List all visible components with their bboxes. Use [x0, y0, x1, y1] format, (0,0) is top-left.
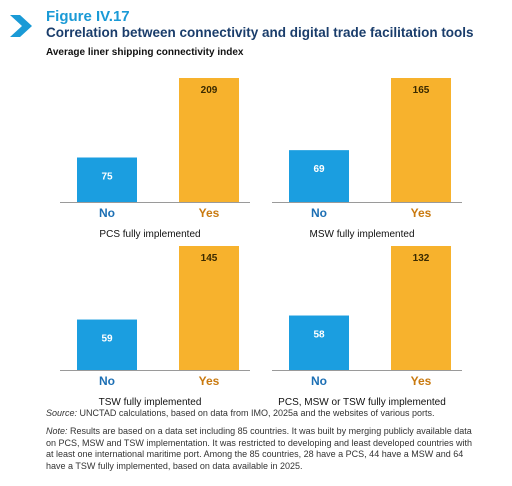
category-label-no: No [99, 374, 115, 388]
data-label-no: 59 [101, 334, 113, 345]
bar-yes [179, 246, 239, 370]
bar-chart-tsw: 59 145 [60, 246, 250, 371]
chart-panel-tsw: 59 145 No Yes TSW fully implemented [50, 240, 250, 420]
bar-chart-any: 58 132 [272, 246, 462, 371]
data-label-yes: 209 [201, 85, 218, 96]
bar-no [289, 315, 349, 370]
category-label-no: No [311, 374, 327, 388]
chart-title-tsw: TSW fully implemented [98, 397, 202, 408]
bar-chart-pcs: 75 209 [60, 78, 250, 203]
chart-subtitle: Average liner shipping connectivity inde… [46, 47, 244, 58]
category-label-yes: Yes [198, 206, 220, 220]
data-label-yes: 165 [413, 85, 430, 96]
chevron-right-icon [10, 15, 32, 37]
note-label: Note: [46, 426, 68, 436]
chart-panel-pcs: 75 209 No Yes PCS fully implemented [50, 72, 250, 252]
note-body: Results are based on a data set includin… [46, 426, 473, 471]
bar-chart-msw: 69 165 [272, 78, 462, 203]
source-text: Source: UNCTAD calculations, based on da… [46, 408, 476, 420]
data-label-no: 69 [313, 164, 325, 175]
bar-no [289, 150, 349, 202]
data-label-yes: 145 [201, 253, 218, 264]
category-label-yes: Yes [410, 206, 432, 220]
figure-label: Figure IV.17 [46, 8, 130, 25]
chart-title-any: PCS, MSW or TSW fully implemented [278, 397, 446, 408]
data-label-yes: 132 [413, 253, 430, 264]
category-label-no: No [99, 206, 115, 220]
data-label-no: 75 [101, 172, 113, 183]
source-label: Source: [46, 408, 78, 418]
bar-yes [179, 78, 239, 202]
chart-title-pcs: PCS fully implemented [99, 229, 201, 240]
bar-no [77, 157, 137, 202]
chart-panel-any: 58 132 No Yes PCS, MSW or TSW fully imple… [262, 240, 462, 420]
category-label-yes: Yes [198, 374, 220, 388]
bar-yes [391, 246, 451, 370]
chart-panel-msw: 69 165 No Yes MSW fully implemented [262, 72, 462, 252]
category-label-no: No [311, 206, 327, 220]
bar-no [77, 319, 137, 370]
source-body: UNCTAD calculations, based on data from … [77, 408, 435, 418]
chart-title-msw: MSW fully implemented [309, 229, 415, 240]
bar-yes [391, 78, 451, 202]
category-label-yes: Yes [410, 374, 432, 388]
data-label-no: 58 [313, 330, 325, 341]
figure-title: Correlation between connectivity and dig… [46, 25, 474, 40]
note-text: Note: Results are based on a data set in… [46, 426, 476, 472]
